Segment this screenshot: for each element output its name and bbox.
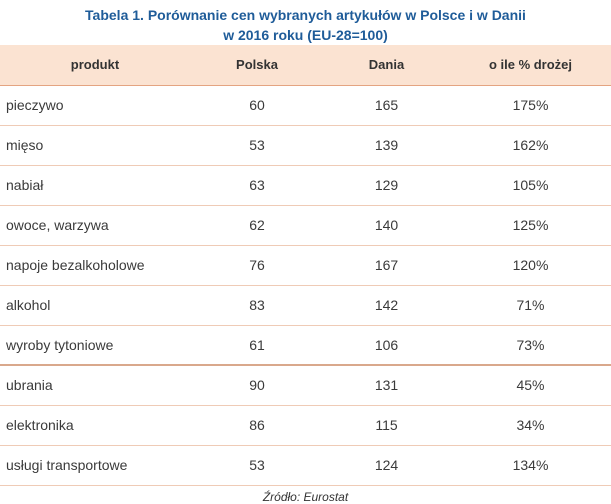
cell-produkt: wyroby tytoniowe: [6, 336, 114, 353]
cell-produkt: elektronika: [6, 417, 74, 433]
cell-dania: 131: [374, 377, 399, 394]
cell-polska: 90: [249, 377, 265, 394]
cell-produkt: mięso: [6, 137, 44, 153]
cell-drozej: 125%: [512, 217, 549, 233]
cell-drozej: 134%: [512, 457, 549, 473]
table-row: usługi transportowe 53 124 134%: [0, 445, 611, 485]
table-title-line-1: Tabela 1. Porównanie cen wybranych artyk…: [85, 7, 526, 23]
table-row: elektronika 86 115 34%: [0, 405, 611, 445]
cell-polska: 60: [249, 97, 265, 113]
cell-dania: 140: [374, 217, 399, 233]
cell-polska: 86: [249, 417, 265, 433]
table-body: pieczywo 60 165 175% mięso 53 139 162% n…: [0, 85, 611, 485]
cell-drozej: 105%: [512, 177, 549, 193]
cell-produkt: ubrania: [6, 377, 53, 394]
table-header: produkt Polska Dania o ile % drożej: [0, 45, 611, 85]
cell-drozej: 73%: [516, 336, 545, 353]
cell-polska: 62: [249, 217, 265, 233]
price-comparison-table: produkt Polska Dania o ile % drożej piec…: [0, 45, 611, 486]
table-title: Tabela 1. Porównanie cen wybranych artyk…: [0, 0, 611, 45]
table-row: owoce, warzywa 62 140 125%: [0, 205, 611, 245]
cell-polska: 61: [249, 336, 265, 353]
table-row: nabiał 63 129 105%: [0, 165, 611, 205]
table-row: pieczywo 60 165 175%: [0, 85, 611, 125]
cell-drozej: 34%: [516, 417, 545, 433]
cell-dania: 142: [374, 297, 399, 313]
cell-drozej: 45%: [516, 377, 545, 394]
cell-produkt: alkohol: [6, 297, 51, 313]
cell-dania: 115: [375, 417, 398, 433]
cell-dania: 139: [374, 137, 399, 153]
cell-produkt: napoje bezalkoholowe: [6, 257, 145, 273]
cell-dania: 129: [374, 177, 399, 193]
cell-produkt: nabiał: [6, 177, 44, 193]
cell-drozej: 175%: [512, 97, 549, 113]
header-produkt: produkt: [70, 57, 120, 73]
cell-drozej: 120%: [512, 257, 549, 273]
cell-dania: 106: [374, 336, 399, 353]
header-o-ile-drozej: o ile % drożej: [488, 57, 573, 73]
table-title-line-2: w 2016 roku (EU-28=100): [223, 27, 388, 43]
cell-polska: 53: [249, 137, 265, 153]
cell-produkt: owoce, warzywa: [6, 217, 109, 233]
header-polska: Polska: [236, 57, 278, 73]
table-row: ubrania 90 131 45%: [0, 365, 611, 405]
cell-polska: 83: [249, 297, 265, 313]
source-note: Źródło: Eurostat: [262, 489, 349, 504]
cell-dania: 167: [374, 257, 399, 273]
cell-polska: 63: [249, 177, 265, 193]
cell-drozej: 71%: [516, 297, 545, 313]
cell-polska: 53: [249, 457, 265, 473]
cell-drozej: 162%: [512, 137, 549, 153]
header-row: produkt Polska Dania o ile % drożej: [0, 45, 611, 85]
header-dania: Dania: [368, 57, 405, 73]
cell-produkt: usługi transportowe: [6, 457, 128, 473]
table-row: alkohol 83 142 71%: [0, 285, 611, 325]
table-row: mięso 53 139 162%: [0, 125, 611, 165]
table-row: wyroby tytoniowe 61 106 73%: [0, 325, 611, 365]
cell-polska: 76: [249, 257, 265, 273]
cell-dania: 124: [374, 457, 399, 473]
cell-dania: 165: [374, 97, 399, 113]
table-row: napoje bezalkoholowe 76 167 120%: [0, 245, 611, 285]
cell-produkt: pieczywo: [6, 97, 64, 113]
